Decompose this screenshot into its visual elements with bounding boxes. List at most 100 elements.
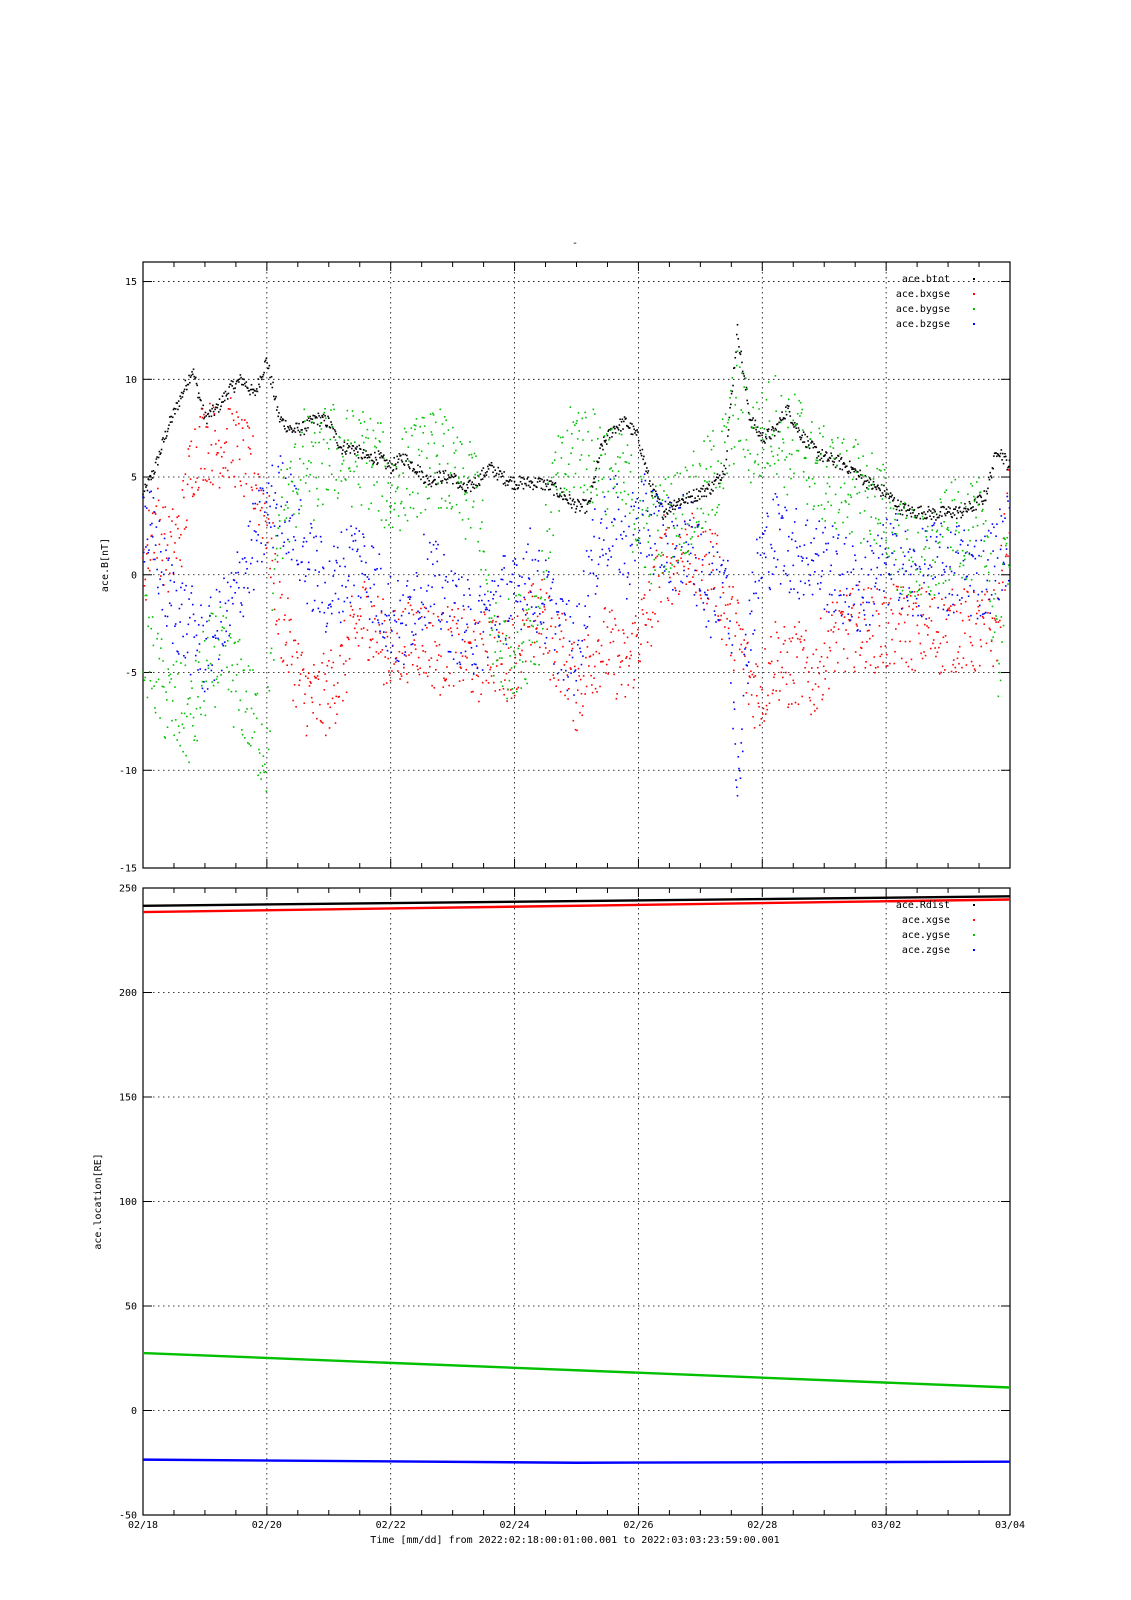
data-point: [597, 563, 600, 566]
data-point: [375, 446, 378, 449]
data-point: [482, 467, 485, 469]
data-point: [630, 433, 633, 435]
data-point: [353, 533, 356, 535]
data-point: [380, 455, 383, 457]
data-point: [307, 415, 309, 418]
data-point: [501, 632, 504, 635]
data-point: [948, 607, 951, 609]
data-point: [980, 645, 983, 648]
data-point: [363, 420, 366, 423]
data-point: [672, 508, 674, 510]
data-point: [999, 455, 1001, 458]
data-point: [934, 576, 936, 578]
data-point: [302, 420, 305, 423]
data-point: [741, 628, 744, 631]
data-point: [339, 436, 341, 439]
data-point: [941, 598, 943, 601]
data-point: [309, 680, 312, 683]
data-point: [741, 370, 744, 373]
data-point: [292, 490, 294, 492]
data-point: [669, 580, 672, 583]
data-point: [546, 628, 549, 631]
data-point: [167, 590, 170, 593]
data-point: [294, 443, 297, 445]
data-point: [232, 459, 234, 462]
data-point: [708, 563, 711, 566]
data-point: [764, 556, 767, 559]
data-point: [840, 612, 842, 614]
data-point: [493, 580, 496, 582]
data-point: [857, 471, 859, 473]
data-point: [500, 476, 502, 478]
data-point: [597, 640, 599, 642]
data-point: [150, 627, 152, 630]
data-point: [581, 417, 583, 420]
data-point: [916, 567, 919, 570]
data-point: [950, 481, 953, 484]
data-point: [322, 652, 325, 655]
data-point: [1003, 513, 1006, 515]
data-point: [892, 498, 895, 501]
data-point: [440, 613, 443, 616]
data-point: [442, 470, 445, 473]
data-point: [790, 588, 792, 591]
data-point: [381, 622, 384, 625]
data-point: [734, 404, 737, 406]
data-point: [923, 559, 926, 561]
data-point: [313, 599, 316, 602]
data-point: [689, 475, 691, 478]
data-point: [608, 547, 610, 550]
data-point: [508, 480, 511, 482]
data-point: [250, 383, 253, 386]
data-point: [279, 418, 282, 421]
data-point: [542, 602, 544, 605]
data-point: [400, 459, 403, 462]
data-point: [241, 418, 243, 421]
data-point: [906, 509, 909, 511]
data-point: [316, 505, 319, 507]
data-point: [365, 436, 367, 439]
data-point: [892, 612, 894, 615]
data-point: [570, 452, 572, 455]
data-point: [935, 655, 937, 658]
data-point: [547, 596, 550, 599]
data-point: [732, 669, 735, 672]
data-point: [955, 525, 958, 528]
data-point: [692, 583, 695, 585]
data-point: [824, 454, 827, 456]
data-point: [735, 612, 737, 615]
data-point: [254, 502, 257, 505]
data-point: [816, 666, 819, 669]
data-point: [433, 442, 436, 445]
data-point: [225, 394, 228, 397]
data-point: [958, 599, 961, 601]
data-point: [588, 665, 590, 667]
data-point: [430, 485, 433, 488]
data-point: [356, 548, 359, 551]
data-point: [432, 412, 434, 415]
data-point: [654, 557, 657, 559]
data-point: [961, 597, 963, 599]
data-point: [284, 644, 287, 646]
data-point: [373, 583, 375, 586]
data-point: [630, 654, 633, 657]
data-point: [246, 742, 249, 744]
data-point: [763, 428, 766, 430]
data-point: [984, 535, 986, 538]
data-point: [768, 436, 771, 438]
data-point: [956, 657, 959, 660]
data-point: [502, 483, 505, 485]
data-point: [380, 610, 383, 612]
data-point: [148, 491, 151, 494]
data-point: [418, 673, 421, 676]
data-point: [731, 390, 734, 393]
data-point: [705, 553, 708, 556]
data-point: [281, 532, 283, 535]
data-point: [740, 643, 743, 646]
data-point: [932, 508, 934, 510]
data-point: [371, 466, 373, 468]
data-point: [160, 448, 163, 451]
data-point: [253, 472, 256, 475]
data-point: [739, 628, 742, 630]
